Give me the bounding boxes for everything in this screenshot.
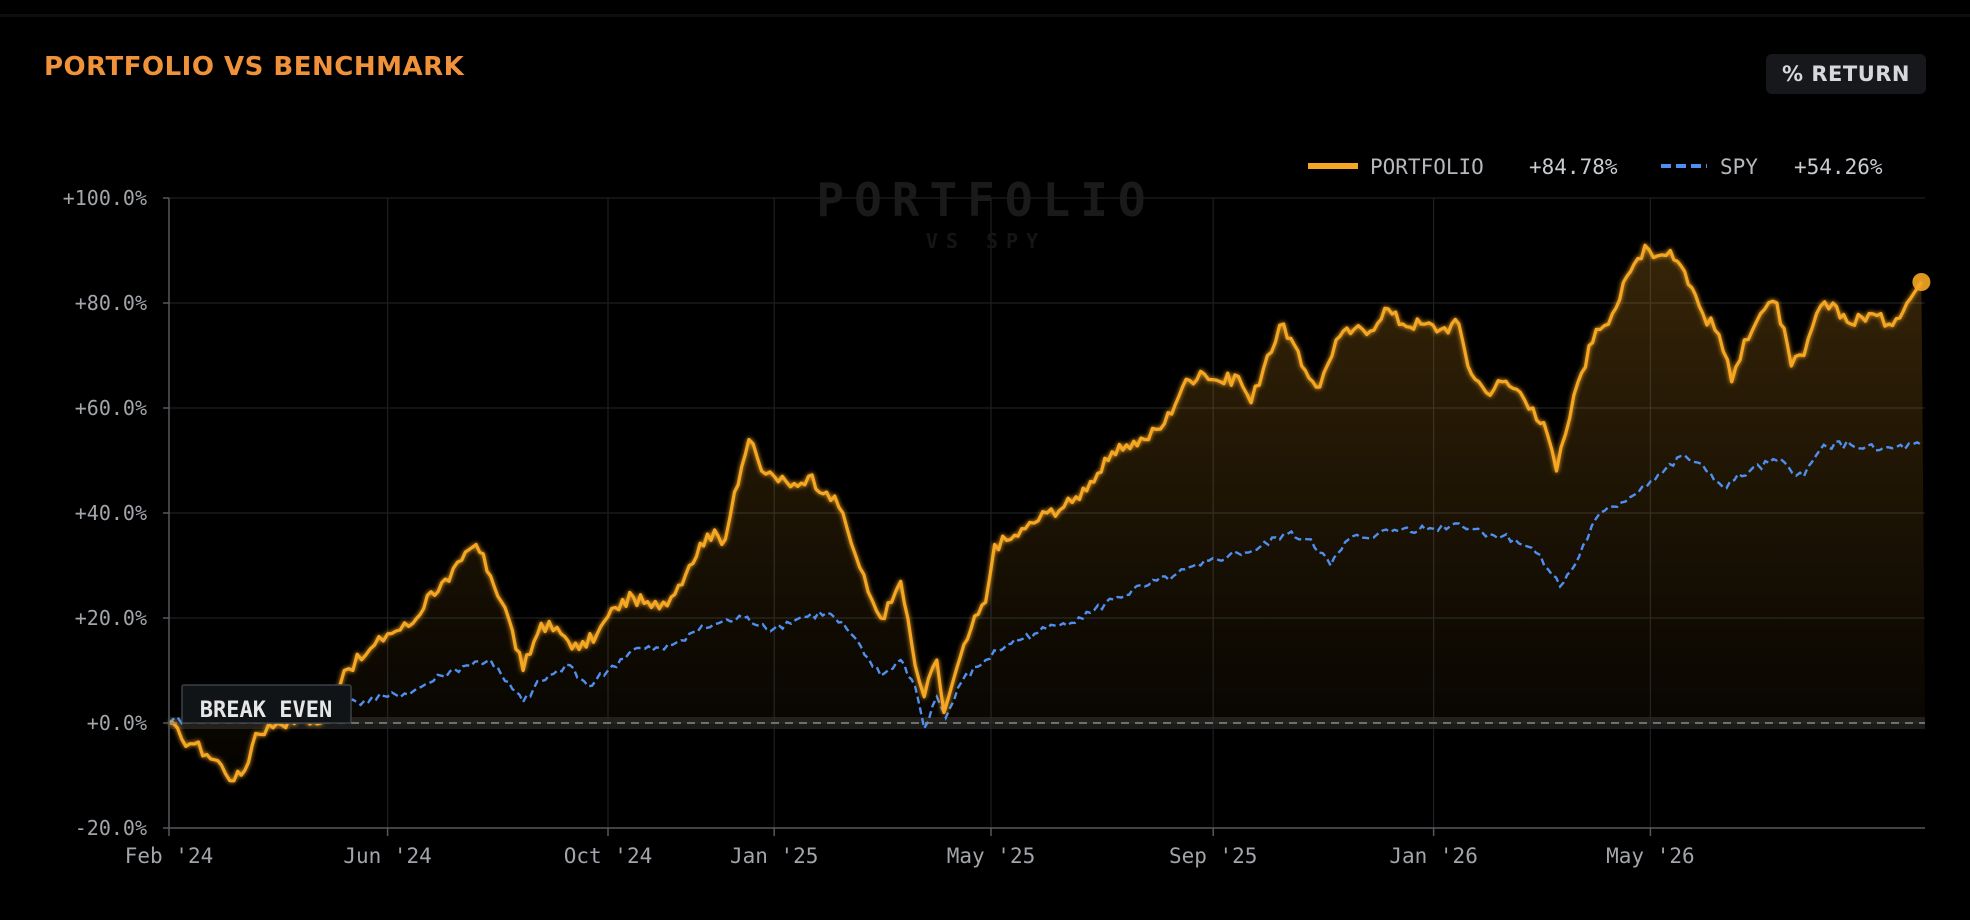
portfolio-line [168,243,1923,783]
spy-line [168,439,1923,732]
y-tick-label: +20.0% [75,606,147,630]
y-tick-label: +100.0% [63,186,147,210]
y-tick-label: -20.0% [75,816,147,840]
x-tick-label: Jun '24 [343,844,432,868]
portfolio-end-marker[interactable] [1912,273,1931,291]
top-divider [0,14,1970,17]
x-tick-label: Oct '24 [564,844,653,868]
x-tick-label: Sep '25 [1169,844,1258,868]
y-tick-label: +80.0% [75,291,147,315]
y-tick-label: +0.0% [87,711,147,735]
watermark-subtitle: VS SPY [926,229,1046,253]
legend: PORTFOLIO +84.78% SPY +54.26% [1308,155,1883,179]
x-tick-label: May '25 [947,844,1036,868]
return-mode-badge[interactable]: % RETURN [1766,54,1926,94]
x-tick-label: Jan '26 [1389,844,1478,868]
watermark-title: PORTFOLIO [816,173,1155,227]
legend-portfolio-value: +84.78% [1529,155,1618,179]
x-tick-label: Feb '24 [125,844,214,868]
legend-portfolio-name: PORTFOLIO [1370,155,1484,179]
break-even-text: BREAK EVEN [200,698,332,723]
y-tick-label: +60.0% [75,396,147,420]
y-tick-label: +40.0% [75,501,147,525]
x-tick-label: May '26 [1606,844,1695,868]
x-tick-label: Jan '25 [730,844,819,868]
legend-spy-value: +54.26% [1794,155,1883,179]
legend-spy-name: SPY [1720,155,1758,179]
chart-title: PORTFOLIO VS BENCHMARK [44,52,465,82]
break-even-label: BREAK EVEN [181,684,352,724]
